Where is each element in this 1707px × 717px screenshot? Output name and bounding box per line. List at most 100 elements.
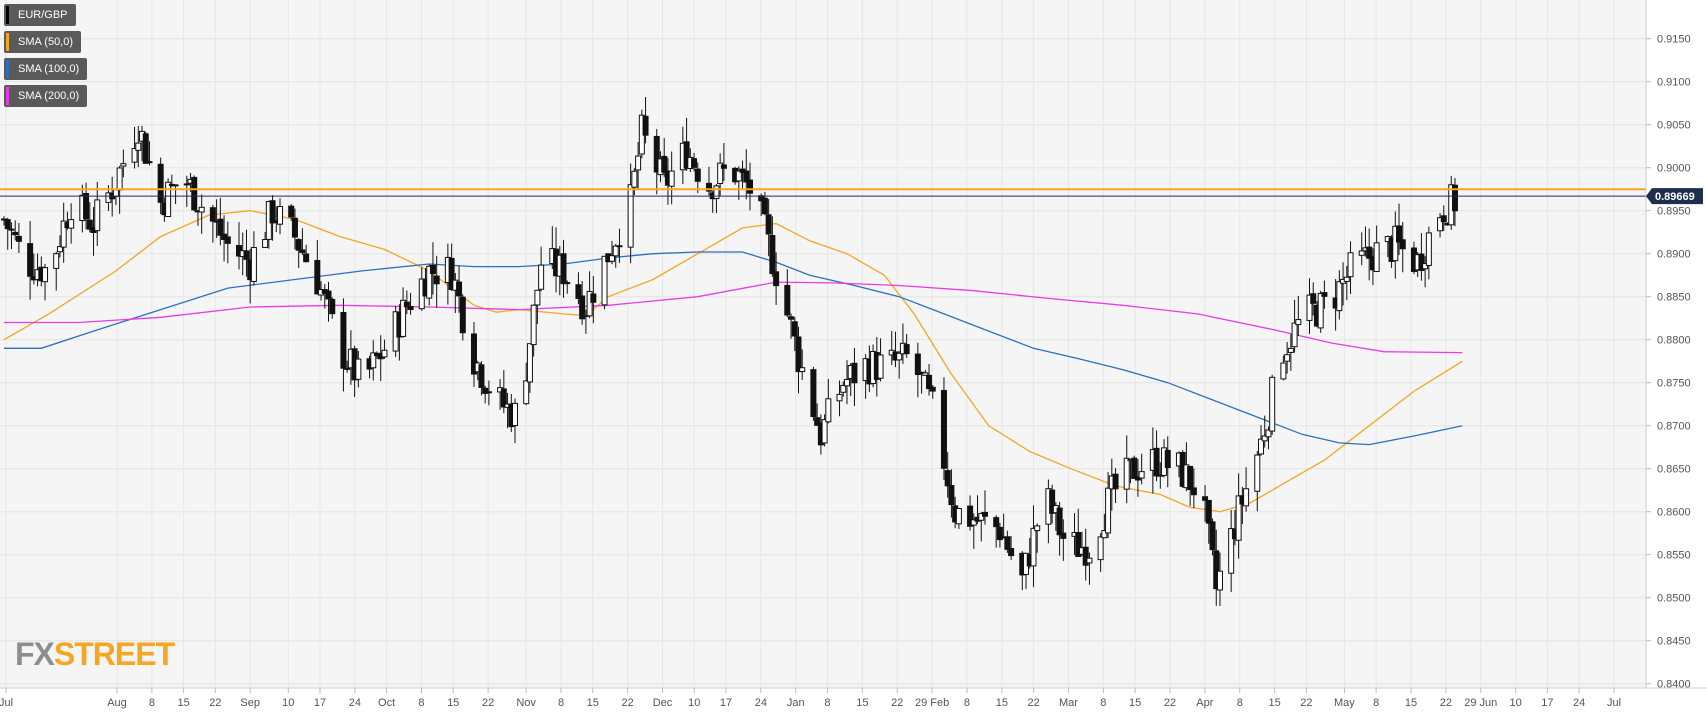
candle-body-down [1440, 215, 1447, 223]
candle-body-up [1086, 557, 1093, 564]
x-tick-label: 22 [1027, 697, 1039, 709]
candle-body-down [433, 275, 440, 285]
x-tick-label: Jul [1607, 697, 1621, 709]
candle-body-up [512, 402, 519, 427]
candle-body-down [944, 470, 951, 487]
x-tick-label: 24 [349, 697, 361, 709]
candle-body-up [1336, 281, 1343, 312]
candle-body-down [705, 182, 712, 192]
price-tag: 0.89669 [1646, 188, 1703, 205]
legend-swatch [6, 87, 9, 105]
resistance-line [0, 188, 1646, 197]
candle-body-up [1425, 232, 1432, 266]
candle-body-down [929, 386, 936, 392]
candle-body-up [262, 239, 269, 248]
x-tick-label: 17 [314, 697, 326, 709]
candle-body-down [448, 257, 455, 291]
x-tick-label: Jan [787, 697, 805, 709]
candle-body-down [1205, 499, 1212, 524]
candle-body-down [1008, 548, 1015, 557]
candle-body-down [329, 298, 336, 315]
candle-body-up [713, 185, 720, 200]
chart-legend: EUR/GBP SMA (50,0) SMA (100,0) SMA (200,… [4, 4, 88, 112]
candle-body-down [1060, 532, 1067, 539]
candle-body-up [821, 419, 828, 444]
candle-body-up [922, 372, 929, 376]
legend-item-sma50[interactable]: SMA (50,0) [4, 31, 82, 53]
x-tick-label: 22 [1164, 697, 1176, 709]
candle-body-up [344, 367, 351, 370]
x-axis: Jul Aug 8 15 22 Sep 10 17 24 Oct 8 15 22 Nov 8 15 22 Dec 1… [0, 687, 1707, 709]
candle-body-up [1235, 495, 1242, 541]
candle-body-up [1216, 570, 1223, 591]
candle-body-up [1105, 487, 1112, 534]
candle-body-up [53, 253, 60, 269]
candle-body-up [840, 384, 847, 393]
x-tick-label: 17 [1541, 697, 1553, 709]
candle-body-up [586, 291, 593, 317]
x-tick-label: 15 [177, 697, 189, 709]
candle-body-up [1228, 528, 1235, 574]
candle-body-up [1138, 471, 1145, 479]
candle-body-down [1004, 536, 1011, 550]
candle-body-down [288, 205, 295, 218]
legend-label: EUR/GBP [18, 9, 68, 21]
candles [1, 97, 1458, 606]
candle-body-up [1034, 525, 1041, 532]
y-tick-label: 0.9150 [1657, 34, 1691, 46]
candle-body-up [523, 380, 530, 405]
candle-body-up [627, 184, 634, 248]
legend-label: SMA (50,0) [18, 36, 74, 48]
y-tick-label: 0.8600 [1657, 507, 1691, 519]
candle-body-up [825, 398, 832, 423]
candle-body-down [914, 353, 921, 376]
x-tick-label: 15 [1269, 697, 1281, 709]
x-tick-label: Aug [107, 697, 127, 709]
logo-fx: FX [15, 636, 55, 672]
legend-item-sma100[interactable]: SMA (100,0) [4, 58, 88, 80]
candle-body-down [1134, 476, 1141, 481]
candle-body-down [1209, 521, 1216, 551]
candle-body-up [1287, 347, 1294, 353]
candle-body-down [694, 168, 701, 182]
x-tick-label: 8 [964, 697, 970, 709]
candle-body-up [56, 246, 63, 253]
candle-body-down [1399, 239, 1406, 250]
candle-body-up [1243, 488, 1250, 507]
y-tick-label: 0.8950 [1657, 206, 1691, 218]
x-tick-label: Apr [1196, 697, 1213, 709]
candle-body-down [1451, 184, 1458, 212]
x-tick-label: Mar [1059, 697, 1078, 709]
y-axis: 0.9150 0.9100 0.9050 0.9000 0.8950 0.8900 0.88… [1645, 0, 1691, 691]
x-tick-label: 24 [1573, 697, 1585, 709]
candle-body-up [1295, 319, 1302, 326]
candle-body-down [948, 485, 955, 506]
legend-swatch [6, 60, 9, 78]
candle-body-down [209, 207, 216, 222]
price-tag-label: 0.89669 [1655, 191, 1695, 203]
candle-body-up [1097, 536, 1104, 561]
x-tick-label: 8 [558, 697, 564, 709]
x-tick-label: 29 Jun [1464, 697, 1497, 709]
candle-body-up [1261, 435, 1268, 442]
candle-body-down [1396, 225, 1403, 243]
candle-body-down [784, 284, 791, 316]
x-tick-label: 8 [824, 697, 830, 709]
legend-item-sma200[interactable]: SMA (200,0) [4, 85, 88, 107]
candle-body-up [877, 354, 884, 379]
x-tick-label: 15 [587, 697, 599, 709]
x-tick-label: Nov [516, 697, 536, 709]
logo-street: STREET [53, 636, 175, 672]
candle-body-up [1317, 292, 1324, 329]
y-tick-label: 0.8400 [1657, 679, 1691, 691]
candle-body-down [590, 293, 597, 303]
x-tick-label: 15 [1405, 697, 1417, 709]
candle-body-down [642, 115, 649, 136]
candle-body-down [1164, 449, 1171, 469]
candle-body-down [470, 333, 477, 375]
legend-item-eurgbp[interactable]: EUR/GBP [4, 4, 76, 26]
candle-body-up [608, 255, 615, 262]
candle-body-up [538, 264, 545, 290]
candle-body-up [120, 163, 127, 167]
candle-body-down [1213, 550, 1220, 590]
